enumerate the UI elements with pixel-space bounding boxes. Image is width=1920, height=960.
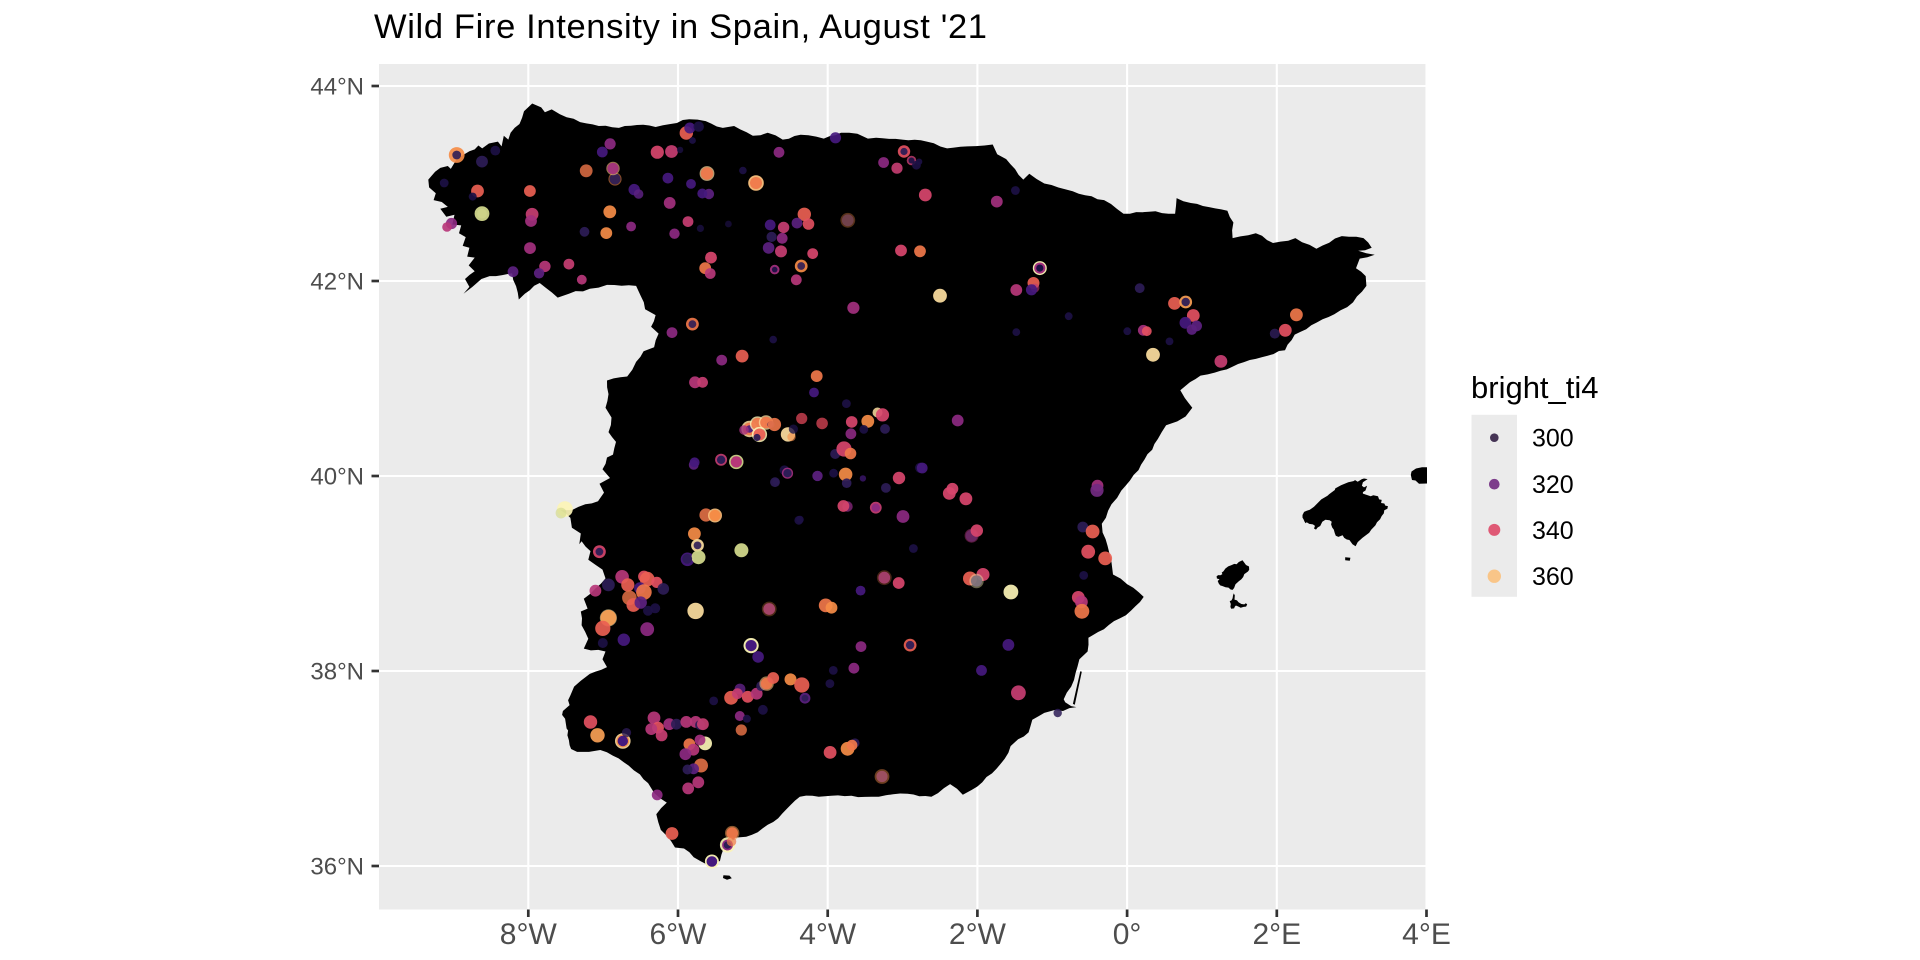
svg-text:bright_ti4: bright_ti4 — [1471, 370, 1599, 405]
svg-text:44°N: 44°N — [310, 74, 364, 101]
svg-text:36°N: 36°N — [310, 854, 364, 881]
svg-text:8°W: 8°W — [500, 918, 558, 951]
svg-text:2°W: 2°W — [949, 918, 1007, 951]
svg-text:6°W: 6°W — [650, 918, 708, 951]
svg-text:340: 340 — [1532, 517, 1574, 545]
svg-text:38°N: 38°N — [310, 659, 364, 686]
svg-text:300: 300 — [1532, 425, 1574, 453]
svg-text:320: 320 — [1532, 471, 1574, 499]
svg-text:0°: 0° — [1113, 918, 1142, 951]
svg-text:360: 360 — [1532, 563, 1574, 591]
svg-text:4°E: 4°E — [1402, 918, 1451, 951]
svg-text:40°N: 40°N — [310, 464, 364, 491]
svg-text:4°W: 4°W — [799, 918, 857, 951]
svg-text:2°E: 2°E — [1252, 918, 1301, 951]
svg-text:42°N: 42°N — [310, 269, 364, 296]
svg-text:Wild Fire Intensity in Spain,: Wild Fire Intensity in Spain, August '21 — [374, 8, 988, 46]
